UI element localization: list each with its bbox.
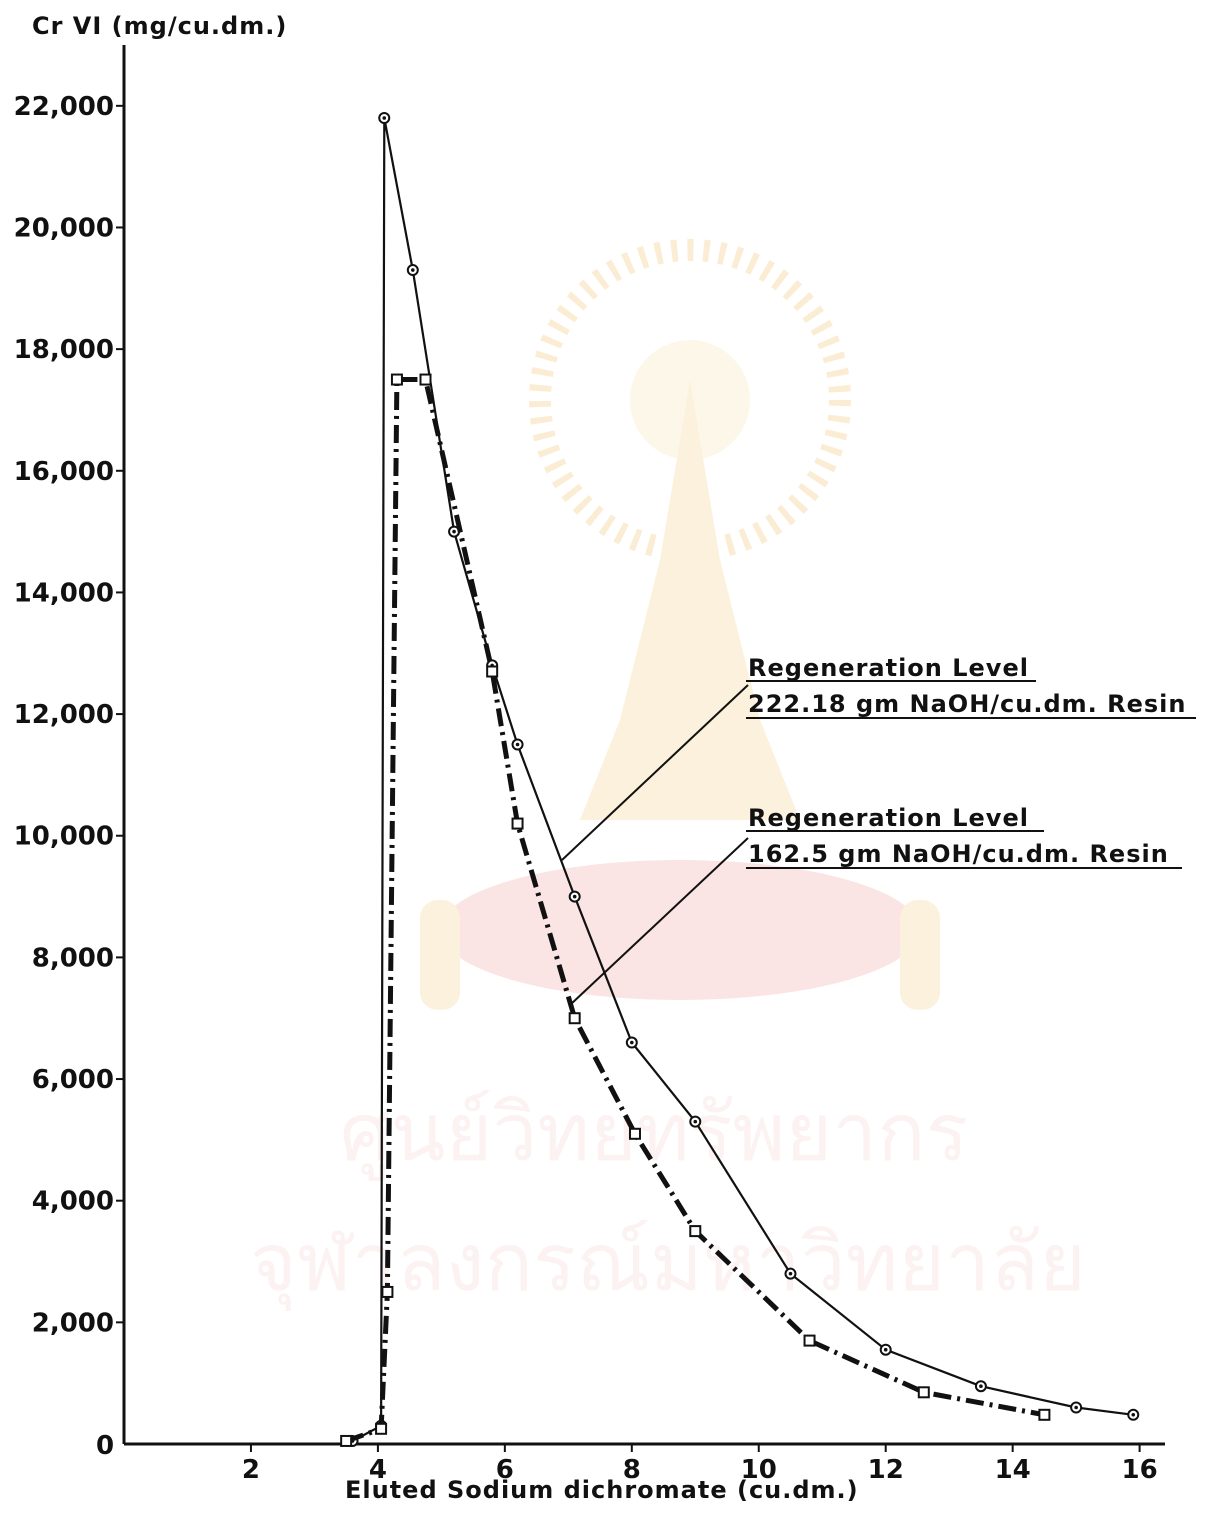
institution-seal-icon — [420, 239, 940, 1010]
y-tick-label: 10,000 — [14, 822, 114, 852]
y-tick-label: 2,000 — [32, 1308, 114, 1338]
y-tick-label: 6,000 — [32, 1065, 114, 1095]
y-tick-label: 22,000 — [14, 92, 114, 122]
series-point-center-0 — [630, 1040, 634, 1045]
x-tick-label: 12 — [868, 1455, 904, 1485]
series-point-center-0 — [572, 894, 577, 899]
annotation-222-line2: 222.18 gm NaOH/cu.dm. Resin — [748, 690, 1187, 718]
series-point-center-0 — [382, 116, 387, 120]
series-point-center-0 — [1131, 1413, 1136, 1417]
y-tick-label: 14,000 — [14, 578, 114, 608]
series-point-center-0 — [979, 1384, 983, 1389]
watermark: ศูนย์วิทยทรัพยากร จุฬาลงกรณ์มหาวิทยาลัย — [250, 239, 1086, 1311]
series-point-1 — [628, 1127, 641, 1140]
x-tick-label: 16 — [1122, 1455, 1158, 1485]
y-tick-label-0: 0 — [96, 1431, 114, 1461]
series-point-1 — [1038, 1408, 1051, 1421]
series-point-center-0 — [411, 268, 415, 272]
series-point-center-0 — [1074, 1405, 1078, 1410]
x-axis-title: Eluted Sodium dichromate (cu.dm.) — [345, 1476, 859, 1504]
series-point-1 — [511, 817, 524, 830]
y-tick-label: 18,000 — [14, 335, 114, 365]
annotation-222-line1: Regeneration Level — [748, 654, 1029, 682]
series-point-1 — [568, 1012, 581, 1025]
y-axis-title: Cr VI (mg/cu.dm.) — [32, 12, 287, 40]
series-point-center-0 — [515, 742, 520, 747]
series-point-center-0 — [788, 1271, 793, 1276]
annotation-162-leader — [569, 837, 749, 1006]
series-point-center-0 — [883, 1347, 888, 1352]
series-point-center-0 — [452, 529, 456, 534]
y-tick-label: 20,000 — [14, 213, 114, 243]
x-tick-label: 8 — [623, 1455, 641, 1485]
annotation-222-leader — [561, 684, 749, 861]
series-point-1 — [340, 1434, 353, 1447]
x-tick-label: 2 — [242, 1455, 260, 1485]
y-tick-label: 8,000 — [32, 943, 114, 973]
series-point-1 — [381, 1285, 394, 1298]
series-point-1 — [803, 1334, 816, 1347]
series-point-1 — [375, 1422, 388, 1435]
x-tick-label: 10 — [741, 1455, 777, 1485]
x-tick-label: 6 — [496, 1455, 514, 1485]
series-point-1 — [419, 373, 432, 386]
annotation-162-line2: 162.5 gm NaOH/cu.dm. Resin — [748, 840, 1169, 868]
x-ticks: 2 4 6 8 10 12 14 16 — [242, 1444, 1158, 1485]
series-point-1 — [689, 1225, 702, 1238]
x-tick-label: 14 — [995, 1455, 1031, 1485]
annotation-162: Regeneration Level 162.5 gm NaOH/cu.dm. … — [569, 804, 1182, 1006]
y-tick-label: 12,000 — [14, 700, 114, 730]
series-point-1 — [390, 373, 403, 386]
annotation-222: Regeneration Level 222.18 gm NaOH/cu.dm.… — [561, 654, 1196, 861]
x-tick-label: 4 — [369, 1455, 387, 1485]
y-ticks: 0 2,000 4,000 6,000 8,000 10,000 12,000 14,000 1… — [14, 92, 124, 1461]
annotation-162-line1: Regeneration Level — [748, 804, 1029, 832]
y-tick-label: 16,000 — [14, 457, 114, 487]
series-point-center-0 — [693, 1119, 698, 1124]
y-tick-label: 4,000 — [32, 1187, 114, 1217]
series-point-1 — [486, 665, 499, 678]
watermark-line2: จุฬาลงกรณ์มหาวิทยาลัย — [250, 1216, 1086, 1311]
series-layer — [340, 111, 1140, 1447]
series-point-1 — [917, 1386, 930, 1399]
